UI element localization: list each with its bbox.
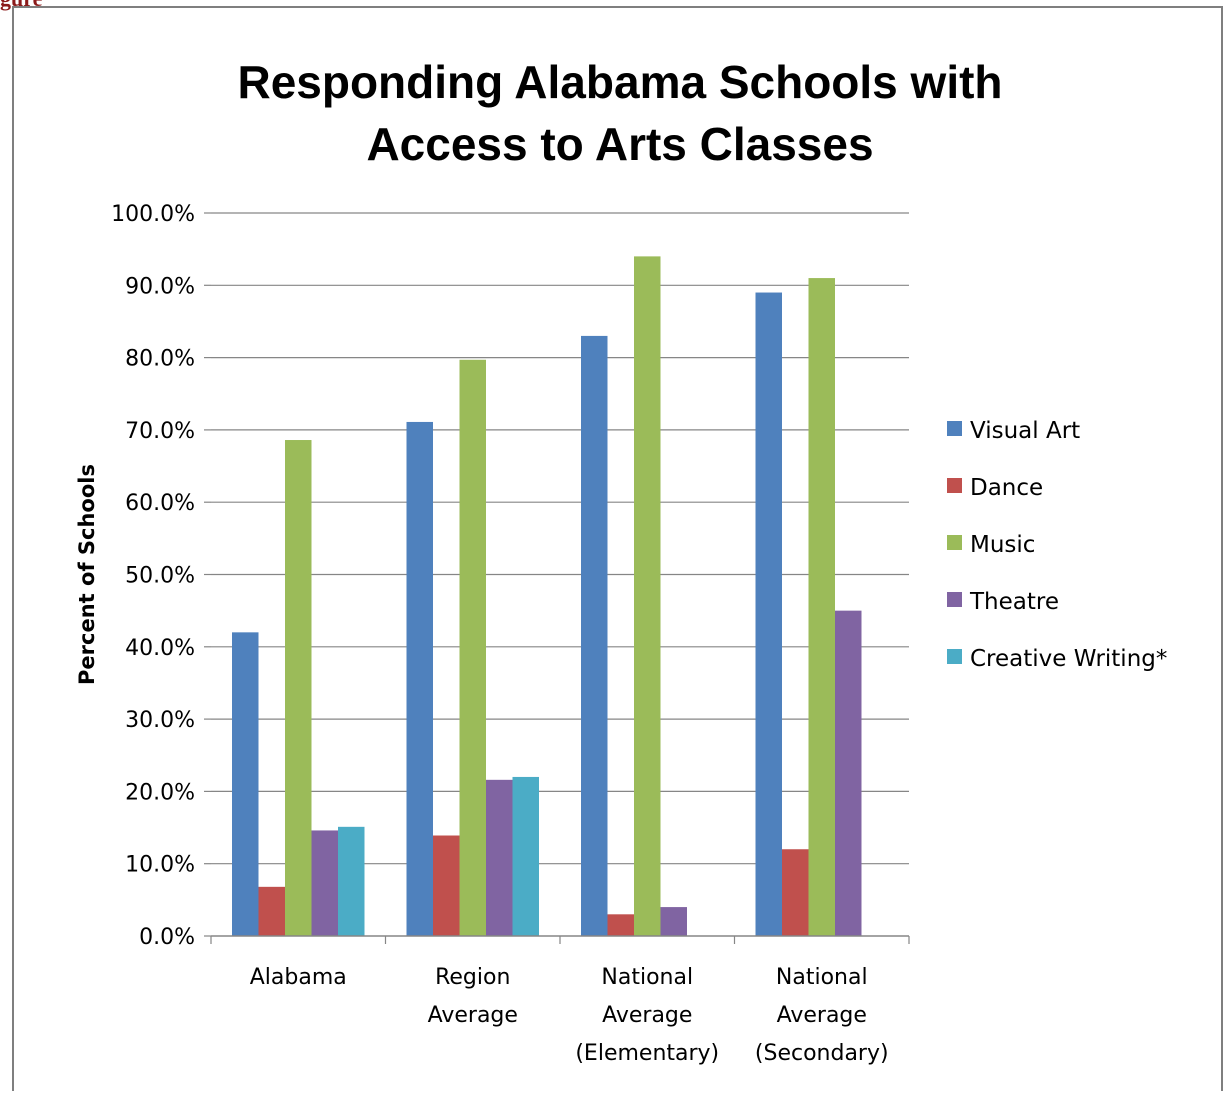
bar (258, 886, 285, 936)
y-tick-label: 30.0% (125, 708, 195, 733)
legend-label: Visual Art (970, 418, 1080, 444)
x-category-label: Alabama (250, 965, 347, 990)
legend-swatch (947, 421, 962, 436)
y-tick-label: 10.0% (125, 853, 195, 878)
x-category-label: National (776, 965, 868, 990)
bar (512, 776, 539, 936)
y-tick-label: 20.0% (125, 780, 195, 805)
x-category-label: Average (777, 1003, 867, 1028)
gridlines (211, 212, 909, 865)
legend-label: Music (970, 532, 1035, 558)
legend-swatch (947, 478, 962, 493)
y-tick-label: 0.0% (139, 925, 195, 950)
bar (285, 440, 312, 936)
y-tick-label: 80.0% (125, 347, 195, 372)
bar (782, 849, 809, 936)
y-tick-label: 70.0% (125, 419, 195, 444)
bar (835, 610, 862, 936)
bar (232, 632, 259, 936)
bar (808, 278, 835, 936)
bar (459, 359, 486, 936)
legend-swatch (947, 649, 962, 664)
y-tick-label: 90.0% (125, 274, 195, 299)
figure-label: gure (0, 0, 42, 12)
x-category-label: (Elementary) (575, 1041, 719, 1066)
y-tick-label: 100.0% (111, 202, 195, 227)
bar (338, 826, 365, 936)
bar (433, 835, 460, 936)
legend-label: Creative Writing* (970, 646, 1167, 672)
x-category-label: Average (602, 1003, 692, 1028)
bar (755, 292, 782, 936)
chart-title-line-1: Responding Alabama Schools with (237, 56, 1002, 108)
y-axis-label: Percent of Schools (75, 464, 99, 685)
y-tick-label: 60.0% (125, 491, 195, 516)
x-category-label: National (601, 965, 693, 990)
legend-swatch (947, 535, 962, 550)
chart-title-line-2: Access to Arts Classes (366, 118, 873, 170)
bar (486, 779, 513, 936)
bar (660, 907, 687, 936)
chart-area: Responding Alabama Schools with Access t… (12, 6, 1223, 1091)
bar-chart: Responding Alabama Schools with Access t… (75, 56, 1167, 1066)
legend-label: Theatre (969, 589, 1059, 615)
x-category-label: Region (435, 965, 510, 990)
bar (607, 914, 634, 936)
legend-swatch (947, 592, 962, 607)
bars (232, 256, 862, 936)
legend-label: Dance (970, 475, 1043, 501)
x-category-label: Average (428, 1003, 518, 1028)
bar (311, 830, 338, 936)
x-axis-categories: Alabama Region Average National Average (Elem… (210, 936, 910, 1066)
bar (634, 256, 661, 936)
bar (581, 335, 608, 936)
legend: Visual Art Dance Music Theatre Creative Writ… (947, 418, 1167, 672)
bar (406, 421, 433, 936)
y-tick-label: 50.0% (125, 564, 195, 589)
y-axis-ticks: 0.0% 10.0% 20.0% 30.0% 40.0% 50.0% 60.0% 70.0% 8… (111, 202, 211, 950)
y-tick-label: 40.0% (125, 636, 195, 661)
x-category-label: (Secondary) (755, 1041, 889, 1066)
